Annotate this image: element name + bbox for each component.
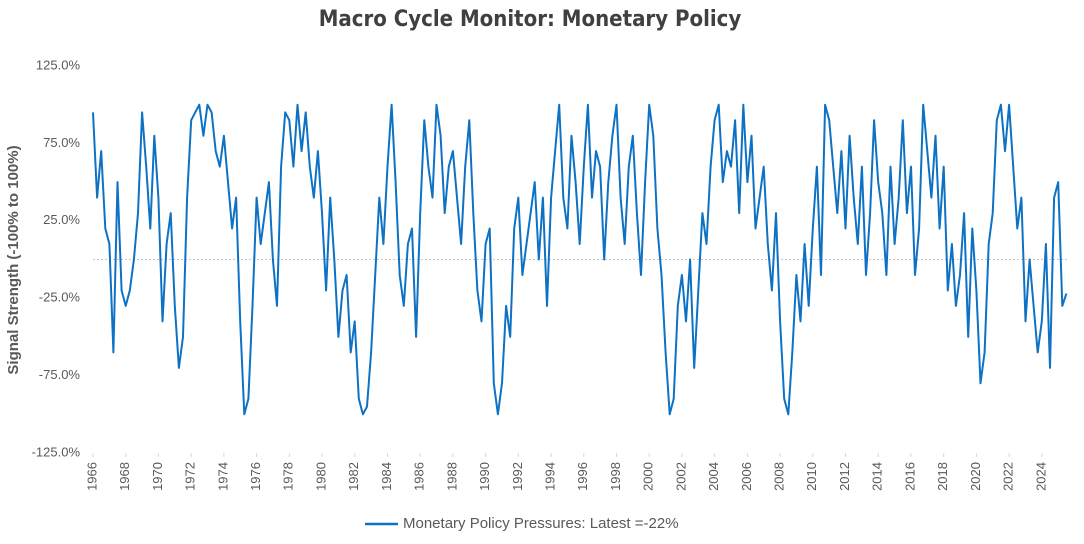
x-tick-label: 1976: [248, 462, 263, 491]
x-tick-label: 2020: [968, 462, 983, 491]
x-tick-label: 2014: [870, 462, 885, 491]
y-tick-label: -25.0%: [39, 290, 81, 305]
x-tick-label: 2008: [772, 462, 787, 491]
x-tick-label: 1968: [117, 462, 132, 491]
x-tick-label: 2012: [837, 462, 852, 491]
x-tick-label: 1972: [183, 462, 198, 491]
x-tick-label: 1980: [313, 462, 328, 491]
x-tick-label: 1970: [150, 462, 165, 491]
x-tick-label: 1992: [510, 462, 525, 491]
y-axis-label: Signal Strength (-100% to 100%): [5, 145, 22, 374]
y-tick-label: -125.0%: [32, 444, 81, 459]
x-tick-label: 2018: [935, 462, 950, 491]
x-tick-label: 2002: [673, 462, 688, 491]
x-tick-label: 2000: [641, 462, 656, 491]
x-tick-label: 1988: [444, 462, 459, 491]
x-tick-label: 1994: [542, 462, 557, 491]
x-tick-label: 1966: [84, 462, 99, 491]
y-tick-label: 75.0%: [43, 135, 80, 150]
x-tick-label: 1998: [608, 462, 623, 491]
chart-title: Macro Cycle Monitor: Monetary Policy: [319, 7, 742, 32]
x-tick-label: 1986: [412, 462, 427, 491]
y-tick-label: 25.0%: [43, 212, 80, 227]
y-tick-label: 125.0%: [36, 57, 81, 72]
y-tick-label: -75.0%: [39, 367, 81, 382]
x-tick-label: 1978: [281, 462, 296, 491]
x-tick-label: 1982: [346, 462, 361, 491]
x-tick-label: 2006: [739, 462, 754, 491]
x-tick-label: 2016: [902, 462, 917, 491]
x-tick-label: 1984: [379, 462, 394, 491]
x-tick-label: 2004: [706, 462, 721, 491]
x-tick-label: 2022: [1001, 462, 1016, 491]
series-line: [92, 103, 1068, 416]
x-tick-label: 2010: [804, 462, 819, 491]
x-tick-label: 1996: [575, 462, 590, 491]
x-tick-label: 2024: [1033, 462, 1048, 491]
x-tick-label: 1974: [215, 462, 230, 491]
x-tick-label: 1990: [477, 462, 492, 491]
legend-label: Monetary Policy Pressures: Latest =-22%: [403, 515, 679, 532]
